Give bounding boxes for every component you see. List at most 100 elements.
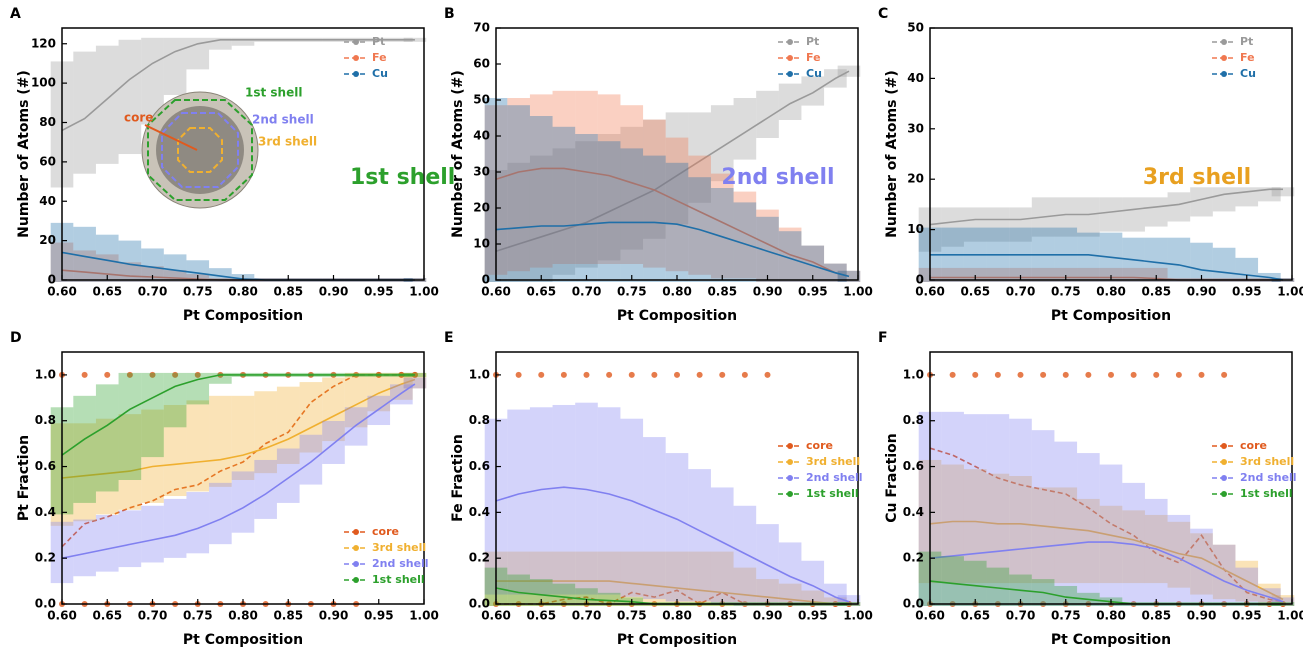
point-cloud xyxy=(1031,430,1055,606)
x-tick-label: 0.85 xyxy=(273,609,303,623)
x-axis-label: Pt Composition xyxy=(183,308,303,324)
point-cloud xyxy=(73,395,96,503)
point-cloud xyxy=(778,83,802,120)
point-cloud xyxy=(1212,544,1236,606)
point-cloud xyxy=(163,372,187,428)
point-cloud xyxy=(1271,187,1295,197)
point-cloud xyxy=(95,384,119,492)
point-cloud xyxy=(643,155,666,282)
y-tick-label: 40 xyxy=(907,71,924,85)
data-point xyxy=(972,371,979,378)
shell-outline xyxy=(161,112,239,188)
x-tick-label: 0.70 xyxy=(138,285,168,299)
point-cloud xyxy=(620,551,644,606)
mean-line xyxy=(929,188,1283,226)
point-cloud xyxy=(95,234,119,282)
point-cloud xyxy=(665,112,689,225)
data-point xyxy=(583,371,590,378)
point-cloud xyxy=(231,471,255,533)
legend-marker xyxy=(1221,71,1227,77)
inset-nanoparticle xyxy=(141,91,259,209)
x-tick-label: 0.60 xyxy=(481,609,511,623)
y-tick-label: 60 xyxy=(39,154,56,168)
x-tick-label: 0.70 xyxy=(1006,285,1036,299)
legend-marker xyxy=(353,529,359,535)
point-cloud xyxy=(118,414,142,510)
annotation: 1st shell xyxy=(245,86,302,100)
point-cloud xyxy=(209,268,232,282)
point-cloud xyxy=(163,254,187,282)
legend-label: 1st shell xyxy=(372,573,425,586)
mean-line xyxy=(929,541,1284,603)
point-cloud xyxy=(1190,528,1213,606)
point-cloud xyxy=(710,173,734,279)
plot-area xyxy=(484,371,861,607)
point-cloud xyxy=(620,105,644,264)
x-tick-label: 0.95 xyxy=(1232,609,1262,623)
point-cloud xyxy=(1077,232,1100,282)
plot-area xyxy=(50,371,427,607)
data-point xyxy=(719,371,726,378)
point-cloud xyxy=(643,551,666,606)
x-tick-label: 1.00 xyxy=(409,609,439,623)
point-cloud xyxy=(1144,498,1168,606)
mean-line xyxy=(495,486,850,603)
point-cloud xyxy=(1258,187,1281,202)
panel-letter: F xyxy=(878,330,888,346)
x-tick-label: 0.80 xyxy=(1096,285,1126,299)
point-cloud xyxy=(141,409,164,503)
x-tick-label: 0.70 xyxy=(1006,609,1036,623)
point-cloud xyxy=(118,510,142,568)
data-point xyxy=(538,371,545,378)
x-tick-label: 0.60 xyxy=(47,285,77,299)
point-cloud xyxy=(163,404,187,497)
point-cloud xyxy=(73,519,96,577)
y-tick-label: 30 xyxy=(907,121,924,135)
point-cloud xyxy=(507,409,530,595)
data-point xyxy=(172,371,179,378)
point-cloud xyxy=(1167,514,1191,606)
legend-marker xyxy=(353,71,359,77)
legend-label: 1st shell xyxy=(1240,487,1293,500)
point-cloud xyxy=(1077,267,1100,282)
point-cloud xyxy=(710,487,734,604)
point-cloud xyxy=(756,209,779,282)
x-tick-label: 0.65 xyxy=(960,609,990,623)
point-cloud xyxy=(1212,247,1236,282)
point-cloud xyxy=(575,588,598,606)
x-tick-label: 0.75 xyxy=(1051,609,1081,623)
point-cloud xyxy=(963,267,987,282)
point-cloud xyxy=(118,372,142,480)
point-cloud xyxy=(824,583,847,606)
mean-line xyxy=(929,520,1284,601)
point-cloud xyxy=(986,473,1010,584)
x-tick-label: 0.85 xyxy=(707,609,737,623)
legend-marker xyxy=(353,545,359,551)
y-tick-label: 20 xyxy=(473,201,490,215)
data-point xyxy=(81,371,88,378)
x-tick-label: 0.95 xyxy=(798,285,828,299)
legend-marker xyxy=(787,71,793,77)
legend-label: Pt xyxy=(372,35,385,48)
x-tick-label: 0.85 xyxy=(1141,285,1171,299)
point-cloud xyxy=(403,37,427,42)
y-tick-label: 0.8 xyxy=(469,413,490,427)
point-cloud xyxy=(209,372,232,384)
y-tick-label: 0.0 xyxy=(469,597,490,611)
point-cloud xyxy=(552,90,576,264)
y-tick-label: 0.0 xyxy=(35,597,56,611)
x-tick-label: 0.85 xyxy=(707,285,737,299)
point-cloud xyxy=(1054,267,1078,282)
mean-line xyxy=(495,221,850,278)
data-point xyxy=(674,371,680,378)
y-tick-label: 20 xyxy=(907,172,924,186)
point-cloud xyxy=(73,51,96,174)
legend-label: Fe xyxy=(372,51,387,64)
point-cloud xyxy=(529,551,553,606)
point-cloud xyxy=(1167,237,1191,282)
data-point xyxy=(994,371,1001,378)
data-point xyxy=(741,371,748,378)
point-cloud xyxy=(1031,267,1055,282)
point-cloud xyxy=(1054,197,1078,237)
point-cloud xyxy=(1122,197,1145,232)
